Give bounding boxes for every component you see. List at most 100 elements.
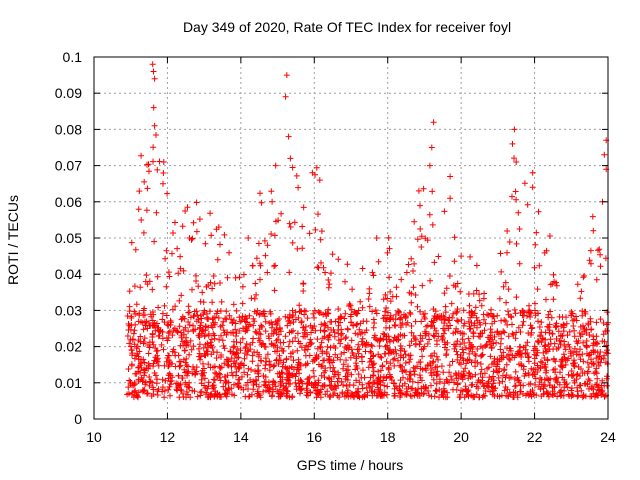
data-point <box>217 371 224 378</box>
data-point <box>472 371 479 378</box>
data-point <box>566 328 573 335</box>
data-point <box>313 164 320 171</box>
data-point <box>571 379 578 386</box>
data-point <box>478 366 485 373</box>
data-point <box>246 312 253 319</box>
data-point <box>159 384 166 391</box>
data-point <box>179 223 186 230</box>
data-point <box>166 383 173 390</box>
data-point <box>527 314 534 320</box>
data-point <box>436 376 443 383</box>
data-point <box>525 381 532 388</box>
data-point <box>186 235 193 241</box>
data-point <box>218 332 224 339</box>
data-point <box>430 119 437 126</box>
data-point <box>397 387 404 394</box>
data-point <box>550 296 557 303</box>
y-tick-label: 0.08 <box>55 121 82 137</box>
data-point <box>365 380 372 387</box>
data-point <box>283 355 290 362</box>
data-point <box>478 353 484 360</box>
data-point <box>435 253 442 260</box>
data-point <box>571 360 578 366</box>
data-point <box>543 367 550 374</box>
data-point <box>537 375 544 381</box>
data-point <box>126 340 133 347</box>
data-point <box>210 364 216 371</box>
data-point <box>435 356 441 363</box>
data-point <box>126 308 133 315</box>
data-point <box>511 126 518 133</box>
data-point <box>485 312 492 319</box>
data-point <box>386 245 393 252</box>
data-point <box>417 338 424 345</box>
data-point <box>450 386 456 393</box>
data-point <box>127 343 134 350</box>
data-point <box>357 298 364 305</box>
data-point <box>128 362 135 369</box>
data-point <box>322 322 329 328</box>
data-point <box>274 348 280 355</box>
data-point <box>151 319 158 326</box>
data-point <box>593 319 600 326</box>
data-point <box>318 386 324 393</box>
data-point <box>465 318 472 325</box>
data-point <box>153 209 160 216</box>
data-point <box>361 393 367 400</box>
data-point <box>230 344 237 351</box>
data-point <box>180 327 187 333</box>
data-point <box>476 291 483 298</box>
data-point <box>242 313 249 320</box>
data-point <box>295 184 302 191</box>
data-point <box>345 387 351 394</box>
data-point <box>480 295 487 302</box>
data-point <box>440 393 447 400</box>
data-point <box>271 362 278 369</box>
data-point <box>521 180 528 187</box>
data-point <box>284 376 291 383</box>
data-point <box>575 364 582 370</box>
data-point <box>245 323 252 330</box>
data-point <box>133 352 140 359</box>
data-point <box>603 375 610 382</box>
data-point <box>558 363 565 370</box>
data-point <box>327 318 334 325</box>
data-point <box>503 372 510 379</box>
data-point <box>604 347 610 354</box>
data-point <box>318 372 325 379</box>
data-point <box>397 315 403 322</box>
data-point <box>224 361 231 368</box>
data-point <box>441 387 448 394</box>
data-point <box>199 371 206 377</box>
data-point <box>217 280 223 286</box>
data-point <box>590 227 597 234</box>
data-point <box>600 331 607 338</box>
data-point <box>382 308 389 315</box>
data-point <box>257 276 263 283</box>
data-point <box>576 330 583 336</box>
data-point <box>358 354 365 361</box>
data-point <box>604 382 611 389</box>
data-point <box>200 344 207 351</box>
data-point <box>294 245 301 252</box>
data-point <box>186 379 193 386</box>
data-point <box>429 352 436 359</box>
data-point <box>244 327 251 334</box>
data-point <box>310 310 317 317</box>
data-point <box>558 356 565 363</box>
data-point <box>465 369 472 376</box>
data-point <box>537 364 544 371</box>
data-point <box>279 363 286 370</box>
y-tick-label: 0.09 <box>55 85 82 101</box>
data-point <box>270 363 277 370</box>
data-point <box>379 363 386 370</box>
data-points <box>124 61 611 401</box>
data-point <box>138 152 145 159</box>
data-point <box>267 385 273 392</box>
data-point <box>262 344 269 350</box>
data-point <box>193 318 200 325</box>
data-point <box>423 323 430 330</box>
data-point <box>144 390 150 397</box>
data-point <box>344 377 351 383</box>
data-point <box>568 387 575 394</box>
